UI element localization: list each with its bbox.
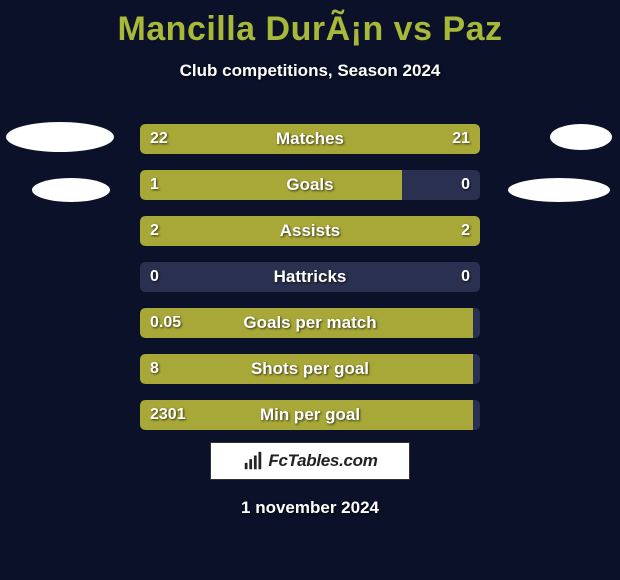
stat-label: Min per goal: [140, 400, 480, 430]
player-right-marker-2: [508, 178, 610, 202]
player-left-marker-2: [32, 178, 110, 202]
subtitle: Club competitions, Season 2024: [0, 61, 620, 81]
stat-row: 22Assists: [140, 216, 480, 246]
stat-row: 0.05Goals per match: [140, 308, 480, 338]
stat-row: 2221Matches: [140, 124, 480, 154]
stat-label: Goals per match: [140, 308, 480, 338]
stat-label: Goals: [140, 170, 480, 200]
bar-chart-icon: [242, 450, 264, 472]
date-label: 1 november 2024: [0, 498, 620, 518]
stats-bars: 2221Matches 10Goals 22Assists 00Hattricks 0.…: [140, 124, 480, 446]
page-title: Mancilla DurÃ¡n vs Paz: [0, 0, 620, 49]
stat-row: 2301Min per goal: [140, 400, 480, 430]
stat-row: 10Goals: [140, 170, 480, 200]
stat-label: Assists: [140, 216, 480, 246]
stat-row: 8Shots per goal: [140, 354, 480, 384]
stat-label: Shots per goal: [140, 354, 480, 384]
stat-label: Hattricks: [140, 262, 480, 292]
stat-label: Matches: [140, 124, 480, 154]
stat-row: 00Hattricks: [140, 262, 480, 292]
logo-text: FcTables.com: [268, 451, 377, 471]
player-right-marker-1: [550, 124, 612, 150]
fctables-logo: FcTables.com: [210, 442, 410, 480]
player-left-marker-1: [6, 122, 114, 152]
